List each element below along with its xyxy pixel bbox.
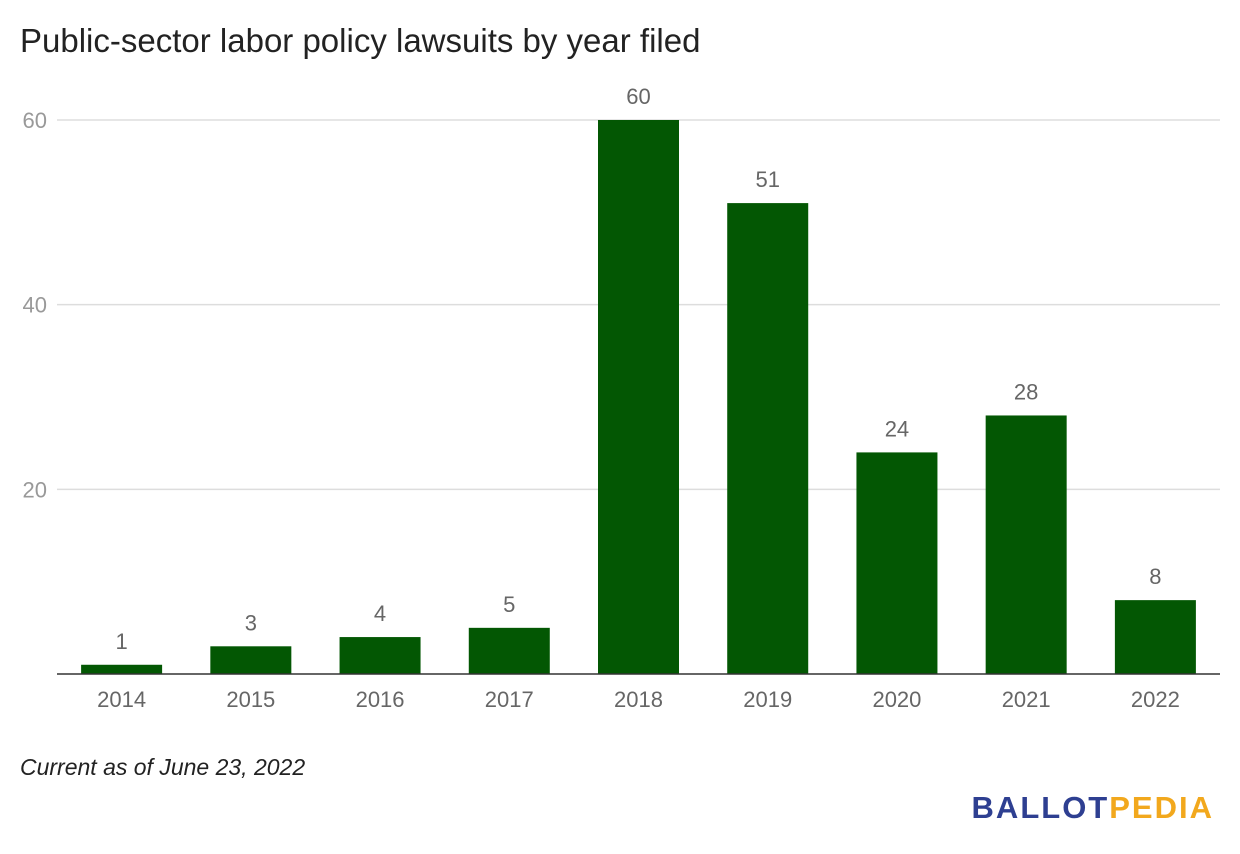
y-axis-ticks: 20 40 60 — [23, 108, 47, 502]
x-axis-ticks: 2014 2015 2016 2017 2018 2019 2020 2021 2022 — [97, 687, 1180, 712]
data-label: 60 — [626, 84, 650, 109]
x-tick-label: 2020 — [872, 687, 921, 712]
data-label: 8 — [1149, 564, 1161, 589]
data-label: 5 — [503, 592, 515, 617]
bar — [985, 415, 1067, 674]
x-tick-label: 2022 — [1131, 687, 1180, 712]
bar — [727, 203, 809, 674]
logo-part-pedia: PEDIA — [1109, 790, 1214, 825]
bar — [856, 452, 938, 674]
x-tick-label: 2015 — [226, 687, 275, 712]
x-tick-label: 2021 — [1002, 687, 1051, 712]
bar — [81, 664, 163, 674]
x-tick-label: 2019 — [743, 687, 792, 712]
bar — [339, 637, 421, 674]
data-label: 3 — [245, 610, 257, 635]
footnote: Current as of June 23, 2022 — [20, 754, 306, 780]
y-tick-label: 60 — [23, 108, 47, 133]
x-tick-label: 2018 — [614, 687, 663, 712]
data-label: 24 — [885, 416, 909, 441]
bar — [468, 627, 550, 674]
ballotpedia-logo[interactable]: BALLOTPEDIA — [972, 790, 1214, 826]
x-tick-label: 2017 — [485, 687, 534, 712]
chart-title: Public-sector labor policy lawsuits by y… — [20, 22, 701, 59]
logo-part-ballot: BALLOT — [971, 790, 1110, 825]
x-tick-label: 2016 — [356, 687, 405, 712]
bar — [210, 646, 292, 674]
data-labels: 1 3 4 5 60 51 24 28 8 — [115, 84, 1161, 654]
bar — [1114, 600, 1196, 674]
y-tick-label: 40 — [23, 293, 47, 318]
y-tick-label: 20 — [23, 477, 47, 502]
bars — [81, 120, 1196, 674]
bar — [598, 120, 679, 674]
data-label: 1 — [115, 629, 127, 654]
data-label: 4 — [374, 601, 386, 626]
data-label: 28 — [1014, 379, 1038, 404]
data-label: 51 — [755, 167, 779, 192]
x-tick-label: 2014 — [97, 687, 146, 712]
